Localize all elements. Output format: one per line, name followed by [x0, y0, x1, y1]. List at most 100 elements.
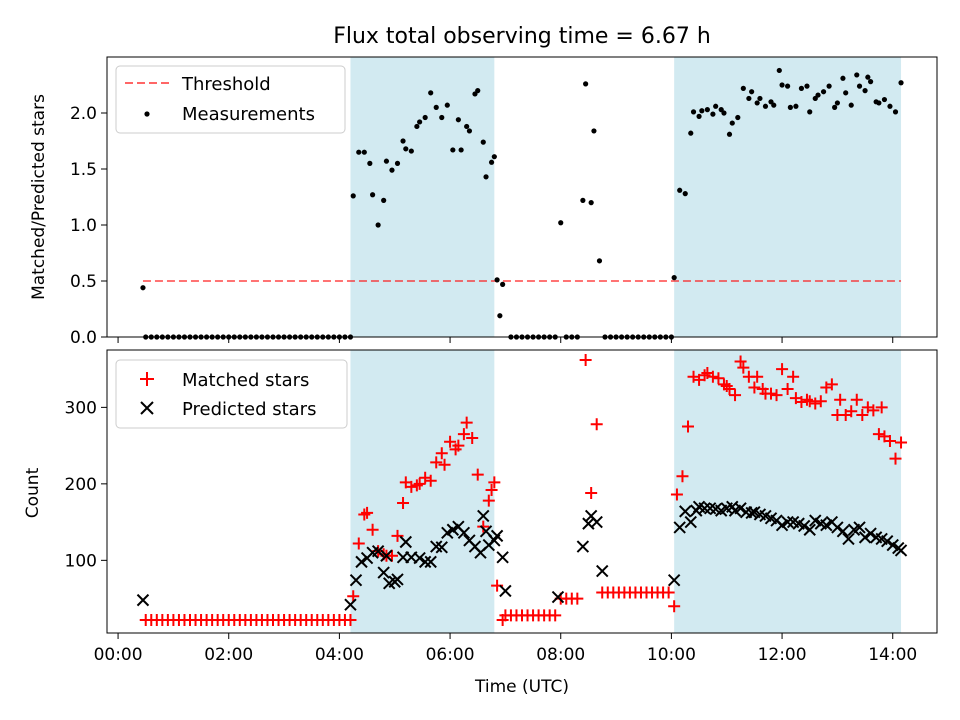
y-tick-label: 1.5 [70, 160, 97, 180]
predicted-star-point [413, 551, 426, 565]
x-tick-label: 08:00 [536, 645, 585, 665]
measurement-point [580, 197, 586, 203]
predicted-star-point [880, 535, 894, 548]
matched-star-point [385, 549, 398, 562]
matched-star-point [748, 381, 761, 394]
predicted-star-point [803, 523, 816, 536]
matched-star-point [787, 370, 800, 383]
matched-star-point [361, 506, 374, 519]
matched-star-point [776, 363, 789, 376]
predicted-star-point [679, 505, 692, 518]
measurement-point [417, 119, 423, 125]
measurement-point [361, 149, 367, 155]
predicted-star-point [831, 521, 844, 534]
shaded-interval [674, 350, 902, 633]
matched-star-point [867, 404, 880, 417]
legend-matched-label: Matched stars [182, 370, 309, 391]
x-tick-label: 02:00 [204, 645, 253, 665]
measurement-point [862, 88, 868, 94]
matched-star-point [825, 378, 838, 391]
x-tick-label: 06:00 [426, 645, 475, 665]
measurement-point [868, 79, 874, 85]
bottom-ylabel: Count [23, 467, 43, 518]
matched-star-point [723, 383, 736, 396]
matched-star-point [460, 416, 473, 429]
matched-star-point [444, 435, 457, 448]
matched-star-point [471, 468, 484, 481]
measurement-point [596, 258, 603, 264]
top-legend-box [115, 65, 346, 134]
matched-star-point [668, 600, 681, 613]
measurement-point [422, 114, 428, 121]
matched-star-point [352, 537, 365, 550]
measurement-point [749, 89, 755, 95]
matched-star-point [452, 439, 465, 452]
measurement-point [815, 92, 821, 98]
matched-star-point [770, 389, 783, 402]
measurement-point [450, 147, 456, 153]
matched-star-point [466, 431, 479, 444]
matched-star-point [397, 496, 410, 509]
x-tick-label: 12:00 [758, 645, 807, 665]
measurement-point [494, 277, 500, 283]
measurement-point [699, 108, 705, 114]
predicted-star-point [136, 593, 150, 607]
matched-star-point [751, 370, 764, 383]
measurement-point [798, 85, 805, 91]
bottom-legend: Matched stars Predicted stars [115, 359, 348, 429]
chart-title: Flux total observing time = 6.67 h [333, 24, 711, 49]
matched-star-point [856, 409, 869, 422]
measurement-point [488, 159, 495, 165]
matched-star-point [734, 355, 747, 368]
measurement-point [356, 149, 362, 155]
predicted-star-point [781, 515, 794, 529]
matched-star-point [579, 353, 592, 366]
matched-star-point [706, 370, 719, 383]
measurement-point [854, 72, 860, 78]
measurement-point [807, 109, 813, 115]
measurement-point [820, 89, 827, 95]
predicted-star-point [596, 564, 609, 578]
matched-star-point [410, 479, 423, 492]
measurement-point [394, 160, 401, 166]
predicted-star-point [380, 549, 393, 562]
matched-star-point [682, 420, 694, 433]
x-tick-label: 10:00 [647, 645, 696, 665]
predicted-star-point [377, 566, 390, 579]
matched-star-point [391, 529, 404, 542]
matched-star-point [814, 395, 827, 408]
bottom-xlabel: Time (UTC) [474, 677, 569, 697]
measurement-point [704, 107, 710, 113]
measurement-point [480, 139, 486, 145]
measurement-point [414, 123, 420, 130]
shaded-interval [674, 57, 902, 337]
measurement-point [856, 83, 863, 89]
measurement-point [491, 154, 497, 160]
matched-star-point [662, 586, 675, 599]
y-tick-label: 100 [65, 551, 97, 571]
matched-star-point [872, 428, 885, 441]
y-tick-label: 0.0 [70, 328, 97, 348]
predicted-star-point [551, 590, 565, 604]
legend-measurements-label: Measurements [182, 104, 315, 125]
y-tick-label: 0.5 [70, 272, 97, 292]
measurement-point [892, 109, 899, 115]
x-tick-label: 04:00 [315, 645, 364, 665]
top-axes-frame [106, 56, 938, 338]
predicted-star-point [435, 541, 448, 554]
matched-star-point [883, 435, 896, 448]
measurement-point [834, 100, 841, 106]
matched-star-point [424, 474, 437, 487]
measurement-point [740, 85, 746, 91]
matched-star-point [845, 405, 858, 418]
y-tick-label: 300 [65, 398, 97, 418]
predicted-star-point [698, 502, 711, 515]
measurement-point [381, 197, 387, 203]
x-tick-label: 14:00 [868, 645, 917, 665]
shaded-interval [350, 350, 495, 633]
measurement-point [370, 192, 376, 198]
measurement-point [464, 123, 470, 130]
measurement-point [776, 67, 782, 74]
predicted-star-point [424, 555, 437, 569]
matched-star-point [809, 397, 822, 410]
